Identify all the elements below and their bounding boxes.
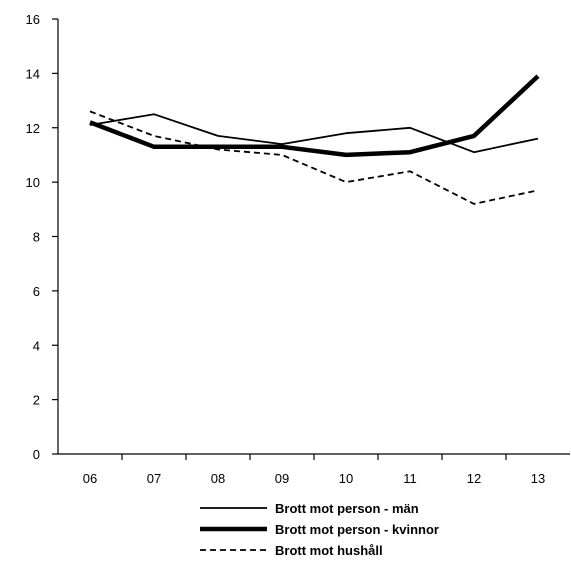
- x-tick-label: 12: [467, 471, 481, 486]
- legend: Brott mot person - män Brott mot person -…: [200, 501, 439, 558]
- axes: 0 2 4 6 8 10 12 14 16 06 07 08 09 10 11 12 13: [26, 12, 570, 486]
- x-tick-label: 07: [147, 471, 161, 486]
- legend-label: Brott mot person - kvinnor: [275, 522, 439, 537]
- legend-label: Brott mot person - män: [275, 501, 419, 516]
- x-tick-label: 08: [211, 471, 225, 486]
- series-line-1: [89, 113, 539, 154]
- legend-label: Brott mot hushåll: [275, 543, 383, 558]
- x-tick-label: 13: [531, 471, 545, 486]
- y-tick-label: 12: [26, 121, 40, 136]
- x-tick-label: 09: [275, 471, 289, 486]
- y-tick-label: 0: [33, 447, 40, 462]
- y-tick-label: 14: [26, 66, 40, 81]
- y-tick-label: 2: [33, 393, 40, 408]
- y-tick-label: 16: [26, 12, 40, 27]
- y-tick-label: 4: [33, 338, 40, 353]
- series-line-3: [89, 110, 539, 205]
- y-tick-label: 6: [33, 284, 40, 299]
- series-line-2: [89, 74, 540, 158]
- y-tick-label: 10: [26, 175, 40, 190]
- x-tick-label: 11: [403, 471, 417, 486]
- y-tick-label: 8: [33, 230, 40, 245]
- x-tick-label: 06: [83, 471, 97, 486]
- series-lines: [89, 74, 540, 205]
- x-tick-label: 10: [339, 471, 353, 486]
